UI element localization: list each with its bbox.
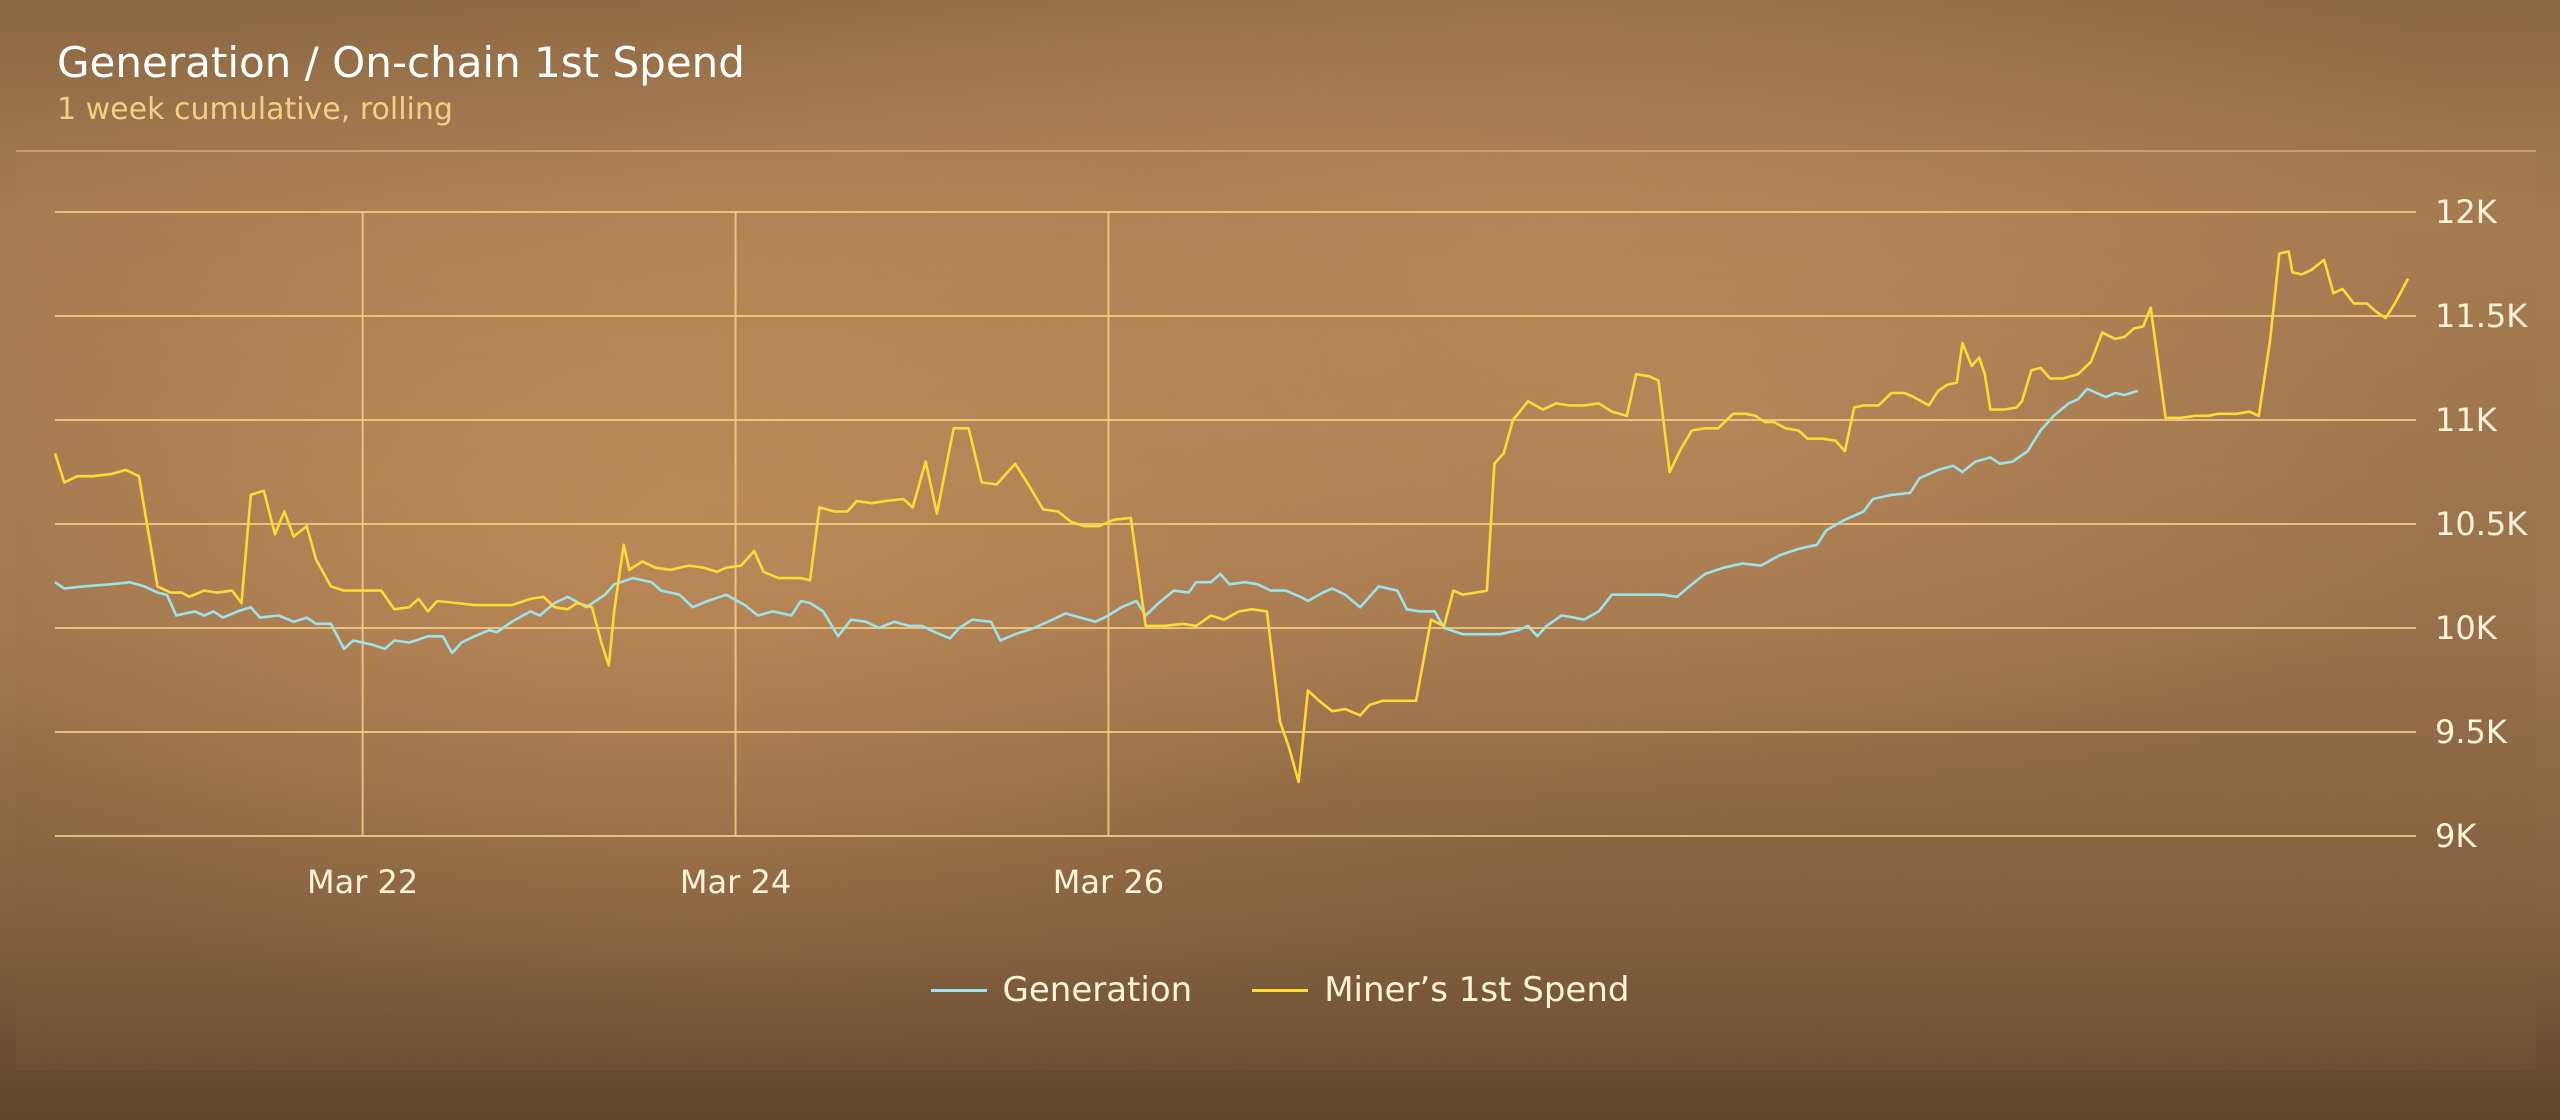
- chart-title: Generation / On-chain 1st Spend: [57, 38, 745, 87]
- y-tick-label: 9K: [2435, 817, 2477, 855]
- legend-item-spend[interactable]: Miner’s 1st Spend: [1252, 970, 1629, 1010]
- x-tick-label: Mar 26: [1053, 863, 1164, 901]
- x-axis-tick-labels: Mar 22 Mar 24 Mar 26: [307, 863, 1164, 901]
- series-line-generation: [54, 387, 2138, 655]
- y-tick-label: 11.5K: [2435, 297, 2528, 335]
- legend-swatch-generation: [930, 988, 987, 992]
- legend-label-spend: Miner’s 1st Spend: [1324, 970, 1630, 1010]
- y-tick-label: 11K: [2435, 401, 2498, 439]
- chart-legend: Generation Miner’s 1st Spend: [0, 970, 2560, 1010]
- y-tick-label: 10K: [2435, 609, 2498, 647]
- x-tick-label: Mar 22: [307, 863, 418, 901]
- legend-swatch-spend: [1252, 988, 1309, 992]
- horizontal-gridlines: [55, 211, 2416, 837]
- legend-item-generation[interactable]: Generation: [930, 970, 1193, 1010]
- y-tick-label: 9.5K: [2435, 713, 2508, 751]
- series-lines: [53, 250, 2410, 784]
- y-tick-label: 12K: [2435, 193, 2498, 231]
- legend-label-generation: Generation: [1002, 970, 1193, 1010]
- vertical-gridlines: [361, 212, 1110, 836]
- y-tick-label: 10.5K: [2435, 505, 2528, 543]
- y-axis-tick-labels: 12K 11.5K 11K 10.5K 10K 9.5K 9K: [2435, 193, 2528, 855]
- x-tick-label: Mar 24: [680, 863, 791, 901]
- series-line-spend: [53, 250, 2410, 784]
- chart-panel: [16, 150, 2536, 1070]
- chart-subtitle: 1 week cumulative, rolling: [57, 92, 453, 127]
